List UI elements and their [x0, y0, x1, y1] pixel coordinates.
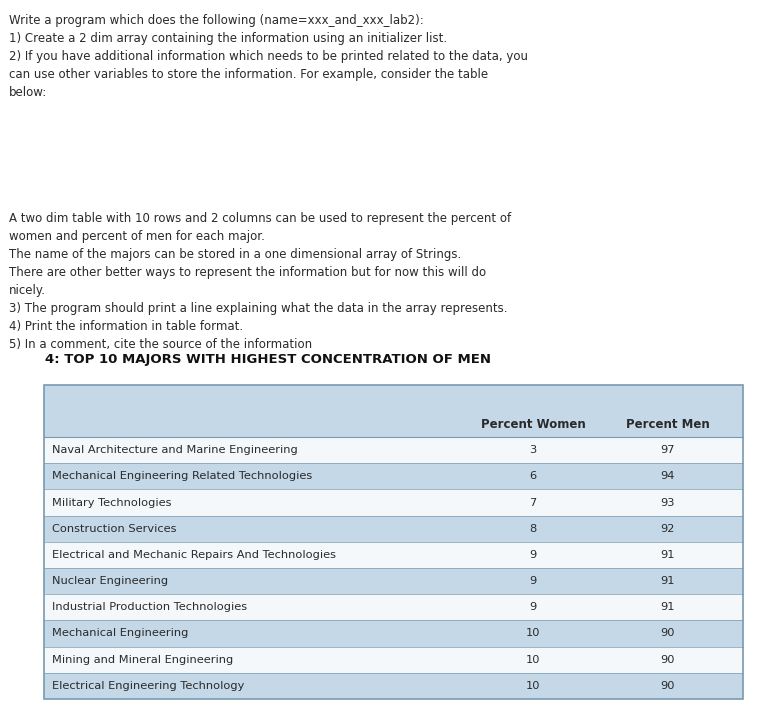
Text: 91: 91: [660, 550, 675, 560]
Text: 6: 6: [530, 472, 537, 481]
Text: Industrial Production Technologies: Industrial Production Technologies: [52, 602, 246, 612]
Text: Mining and Mineral Engineering: Mining and Mineral Engineering: [52, 654, 233, 664]
Text: 90: 90: [660, 681, 675, 691]
Text: 10: 10: [526, 681, 540, 691]
Text: Percent Men: Percent Men: [626, 417, 709, 431]
Text: 10: 10: [526, 654, 540, 664]
Text: 90: 90: [660, 628, 675, 638]
Text: 97: 97: [660, 445, 675, 455]
Text: 9: 9: [530, 602, 537, 612]
Text: 3: 3: [530, 445, 537, 455]
Text: Mechanical Engineering Related Technologies: Mechanical Engineering Related Technolog…: [52, 472, 312, 481]
Text: 94: 94: [660, 472, 675, 481]
Text: A two dim table with 10 rows and 2 columns can be used to represent the percent : A two dim table with 10 rows and 2 colum…: [9, 212, 511, 351]
Text: 92: 92: [660, 524, 675, 534]
Text: 9: 9: [530, 550, 537, 560]
Text: 90: 90: [660, 654, 675, 664]
Text: 4: TOP 10 MAJORS WITH HIGHEST CONCENTRATION OF MEN: 4: TOP 10 MAJORS WITH HIGHEST CONCENTRAT…: [45, 353, 491, 366]
Text: Mechanical Engineering: Mechanical Engineering: [52, 628, 188, 638]
Text: 91: 91: [660, 576, 675, 586]
Text: 8: 8: [530, 524, 537, 534]
Text: Military Technologies: Military Technologies: [52, 498, 171, 508]
Text: Electrical and Mechanic Repairs And Technologies: Electrical and Mechanic Repairs And Tech…: [52, 550, 336, 560]
Text: 10: 10: [526, 628, 540, 638]
Text: Write a program which does the following (name=xxx_and_xxx_lab2):
1) Create a 2 : Write a program which does the following…: [9, 14, 528, 99]
Text: Electrical Engineering Technology: Electrical Engineering Technology: [52, 681, 244, 691]
Text: Percent Women: Percent Women: [481, 417, 585, 431]
Text: 7: 7: [530, 498, 537, 508]
Text: Construction Services: Construction Services: [52, 524, 176, 534]
Text: Naval Architecture and Marine Engineering: Naval Architecture and Marine Engineerin…: [52, 445, 297, 455]
Text: 91: 91: [660, 602, 675, 612]
Text: 9: 9: [530, 576, 537, 586]
Text: Nuclear Engineering: Nuclear Engineering: [52, 576, 168, 586]
Text: 93: 93: [660, 498, 675, 508]
